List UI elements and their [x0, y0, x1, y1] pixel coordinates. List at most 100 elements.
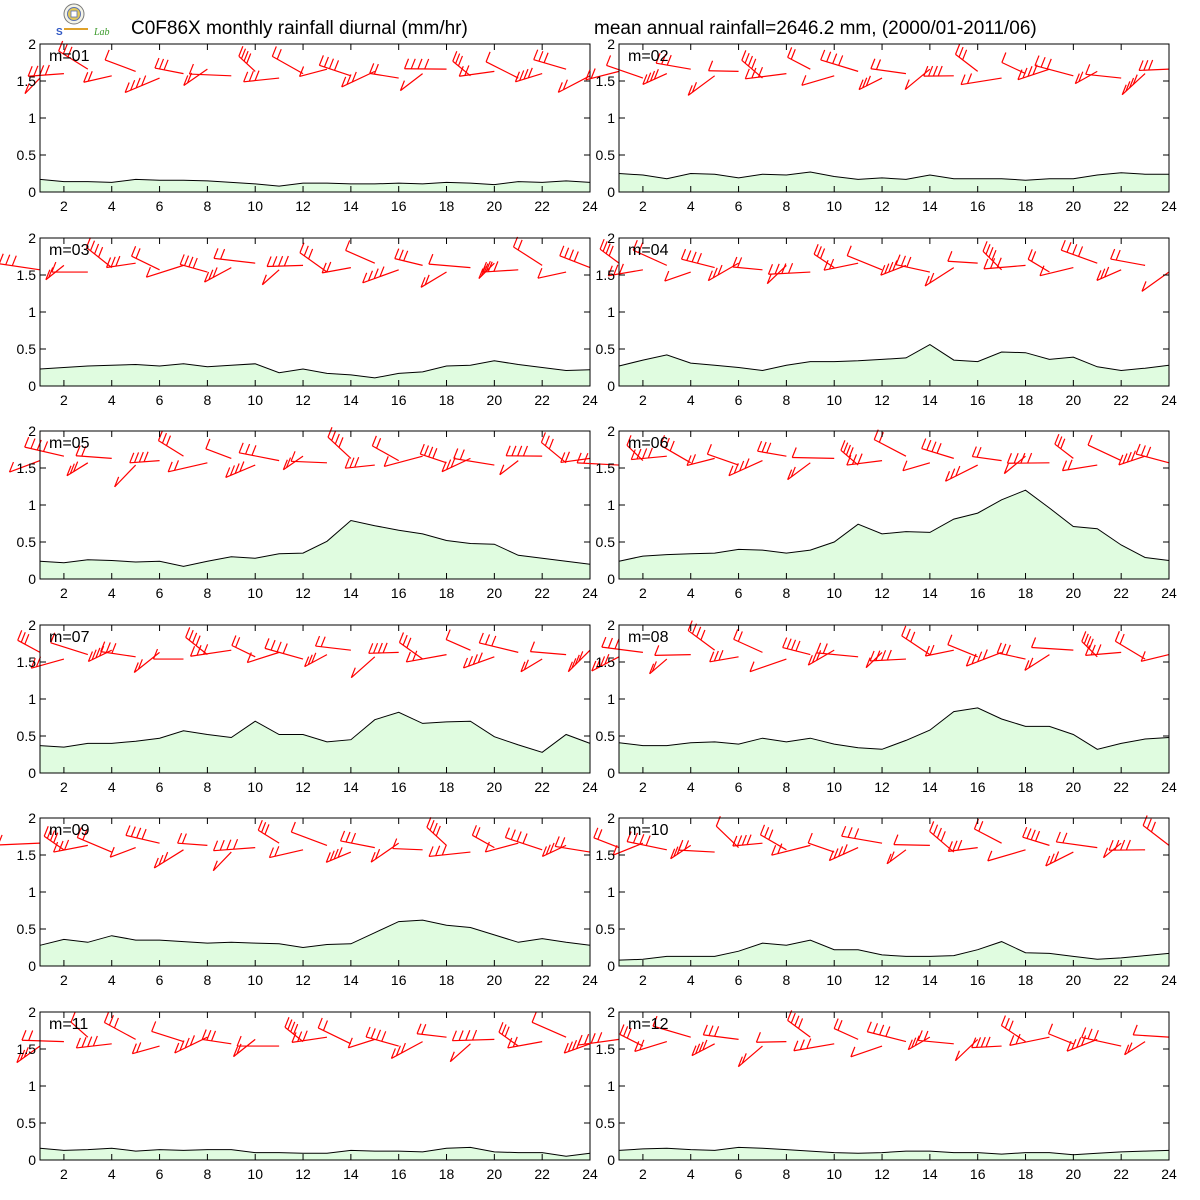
wind-barb [30, 656, 65, 669]
chart-title: C0F86X monthly rainfall diurnal (mm/hr) [131, 18, 468, 39]
wind-barb [157, 430, 184, 457]
wind-barb [782, 637, 811, 656]
y-tick-label: 2 [607, 36, 615, 52]
x-tick-label: 24 [1161, 1166, 1177, 1182]
wind-barb [125, 825, 160, 844]
wind-barb [1045, 851, 1074, 867]
wind-barb [205, 438, 232, 459]
wind-barb [201, 1029, 232, 1045]
wind-barb [291, 1030, 328, 1043]
wind-barb [732, 834, 763, 847]
wind-barb [893, 834, 930, 846]
wind-barb [787, 47, 811, 70]
y-tick-label: 2 [607, 810, 615, 826]
x-tick-label: 20 [487, 198, 503, 214]
rain-line [618, 939, 1170, 961]
wind-barb [982, 241, 1003, 271]
wind-barb [907, 1035, 931, 1051]
wind-barb [858, 75, 883, 91]
wind-barb [554, 836, 591, 853]
wind-barb [917, 1030, 954, 1045]
x-tick-label: 18 [439, 585, 455, 601]
wind-barb [791, 447, 835, 459]
x-tick-label: 12 [874, 1166, 890, 1182]
wind-barb [947, 839, 978, 852]
panel-label: m=04 [628, 242, 669, 259]
x-tick-label: 14 [343, 585, 359, 601]
wind-barb [793, 1038, 835, 1052]
wind-barb [318, 55, 352, 77]
wind-barb [405, 650, 447, 663]
wind-barb [691, 1039, 715, 1057]
wind-barb [880, 260, 907, 276]
wind-barb [706, 444, 739, 466]
panel-m=07: 00.511.522 4 6 8 10 12 14 16 18 20 22 24m=07 [17, 617, 598, 795]
x-tick-label: 12 [295, 198, 311, 214]
wind-barb [179, 254, 208, 273]
x-tick-label: 22 [534, 392, 550, 408]
y-tick-label: 0 [28, 1152, 36, 1168]
x-tick-label: 24 [1161, 779, 1177, 795]
wind-barb [576, 452, 620, 466]
x-tick-label: 10 [826, 972, 842, 988]
wind-barb [947, 251, 978, 264]
wind-barb [321, 261, 351, 274]
x-tick-label: 12 [295, 392, 311, 408]
y-tick-label: 2 [28, 1004, 36, 1020]
wind-barb [392, 838, 423, 851]
x-tick-label: 10 [247, 972, 263, 988]
x-tick-label: 20 [1066, 779, 1082, 795]
wind-barb [1061, 459, 1098, 472]
wind-barb [531, 1012, 567, 1038]
wind-barb [1114, 630, 1146, 660]
x-tick-label: 14 [343, 392, 359, 408]
wind-barb [557, 75, 591, 93]
wind-barb [109, 846, 136, 858]
x-tick-label: 12 [295, 1166, 311, 1182]
y-tick-label: 0.5 [17, 921, 37, 937]
wind-barb [504, 827, 543, 851]
y-tick-label: 0.5 [17, 728, 37, 744]
panel-m=12: 00.511.522 4 6 8 10 12 14 16 18 20 22 24m=12 [577, 1004, 1177, 1182]
wind-barb [398, 632, 423, 660]
wind-barb [1087, 434, 1122, 462]
x-tick-label: 4 [108, 585, 116, 601]
wind-barb [807, 649, 835, 666]
wind-barb [499, 460, 519, 476]
wind-barb [290, 821, 328, 846]
wind-barb [1121, 73, 1146, 96]
x-tick-label: 24 [582, 779, 598, 795]
x-tick-label: 22 [1113, 392, 1129, 408]
wind-barb [866, 1021, 907, 1043]
y-tick-label: 1 [28, 497, 36, 513]
wind-barb [100, 641, 136, 658]
wind-barb [996, 642, 1026, 660]
x-tick-label: 16 [970, 585, 986, 601]
wind-barb [895, 254, 930, 273]
wind-barb [947, 634, 978, 658]
x-tick-label: 10 [247, 779, 263, 795]
x-tick-label: 12 [295, 585, 311, 601]
x-tick-label: 24 [1161, 198, 1177, 214]
x-tick-label: 4 [108, 972, 116, 988]
wind-barb [129, 451, 160, 464]
x-tick-label: 2 [639, 392, 647, 408]
x-tick-label: 8 [782, 972, 790, 988]
x-tick-label: 10 [247, 585, 263, 601]
x-tick-label: 8 [782, 779, 790, 795]
rain-line [39, 711, 591, 753]
svg-text:S: S [56, 27, 63, 38]
x-tick-label: 16 [391, 779, 407, 795]
wind-barb [371, 435, 399, 462]
wind-barb [75, 1035, 112, 1049]
x-tick-label: 4 [687, 392, 695, 408]
wind-barb [203, 267, 232, 283]
y-tick-label: 1 [28, 691, 36, 707]
x-tick-label: 10 [247, 198, 263, 214]
wind-barb [960, 73, 1002, 86]
y-tick-label: 0 [607, 571, 615, 587]
x-tick-label: 18 [1018, 198, 1034, 214]
x-tick-label: 16 [391, 1166, 407, 1182]
x-tick-label: 2 [639, 585, 647, 601]
rain-area [40, 520, 590, 579]
